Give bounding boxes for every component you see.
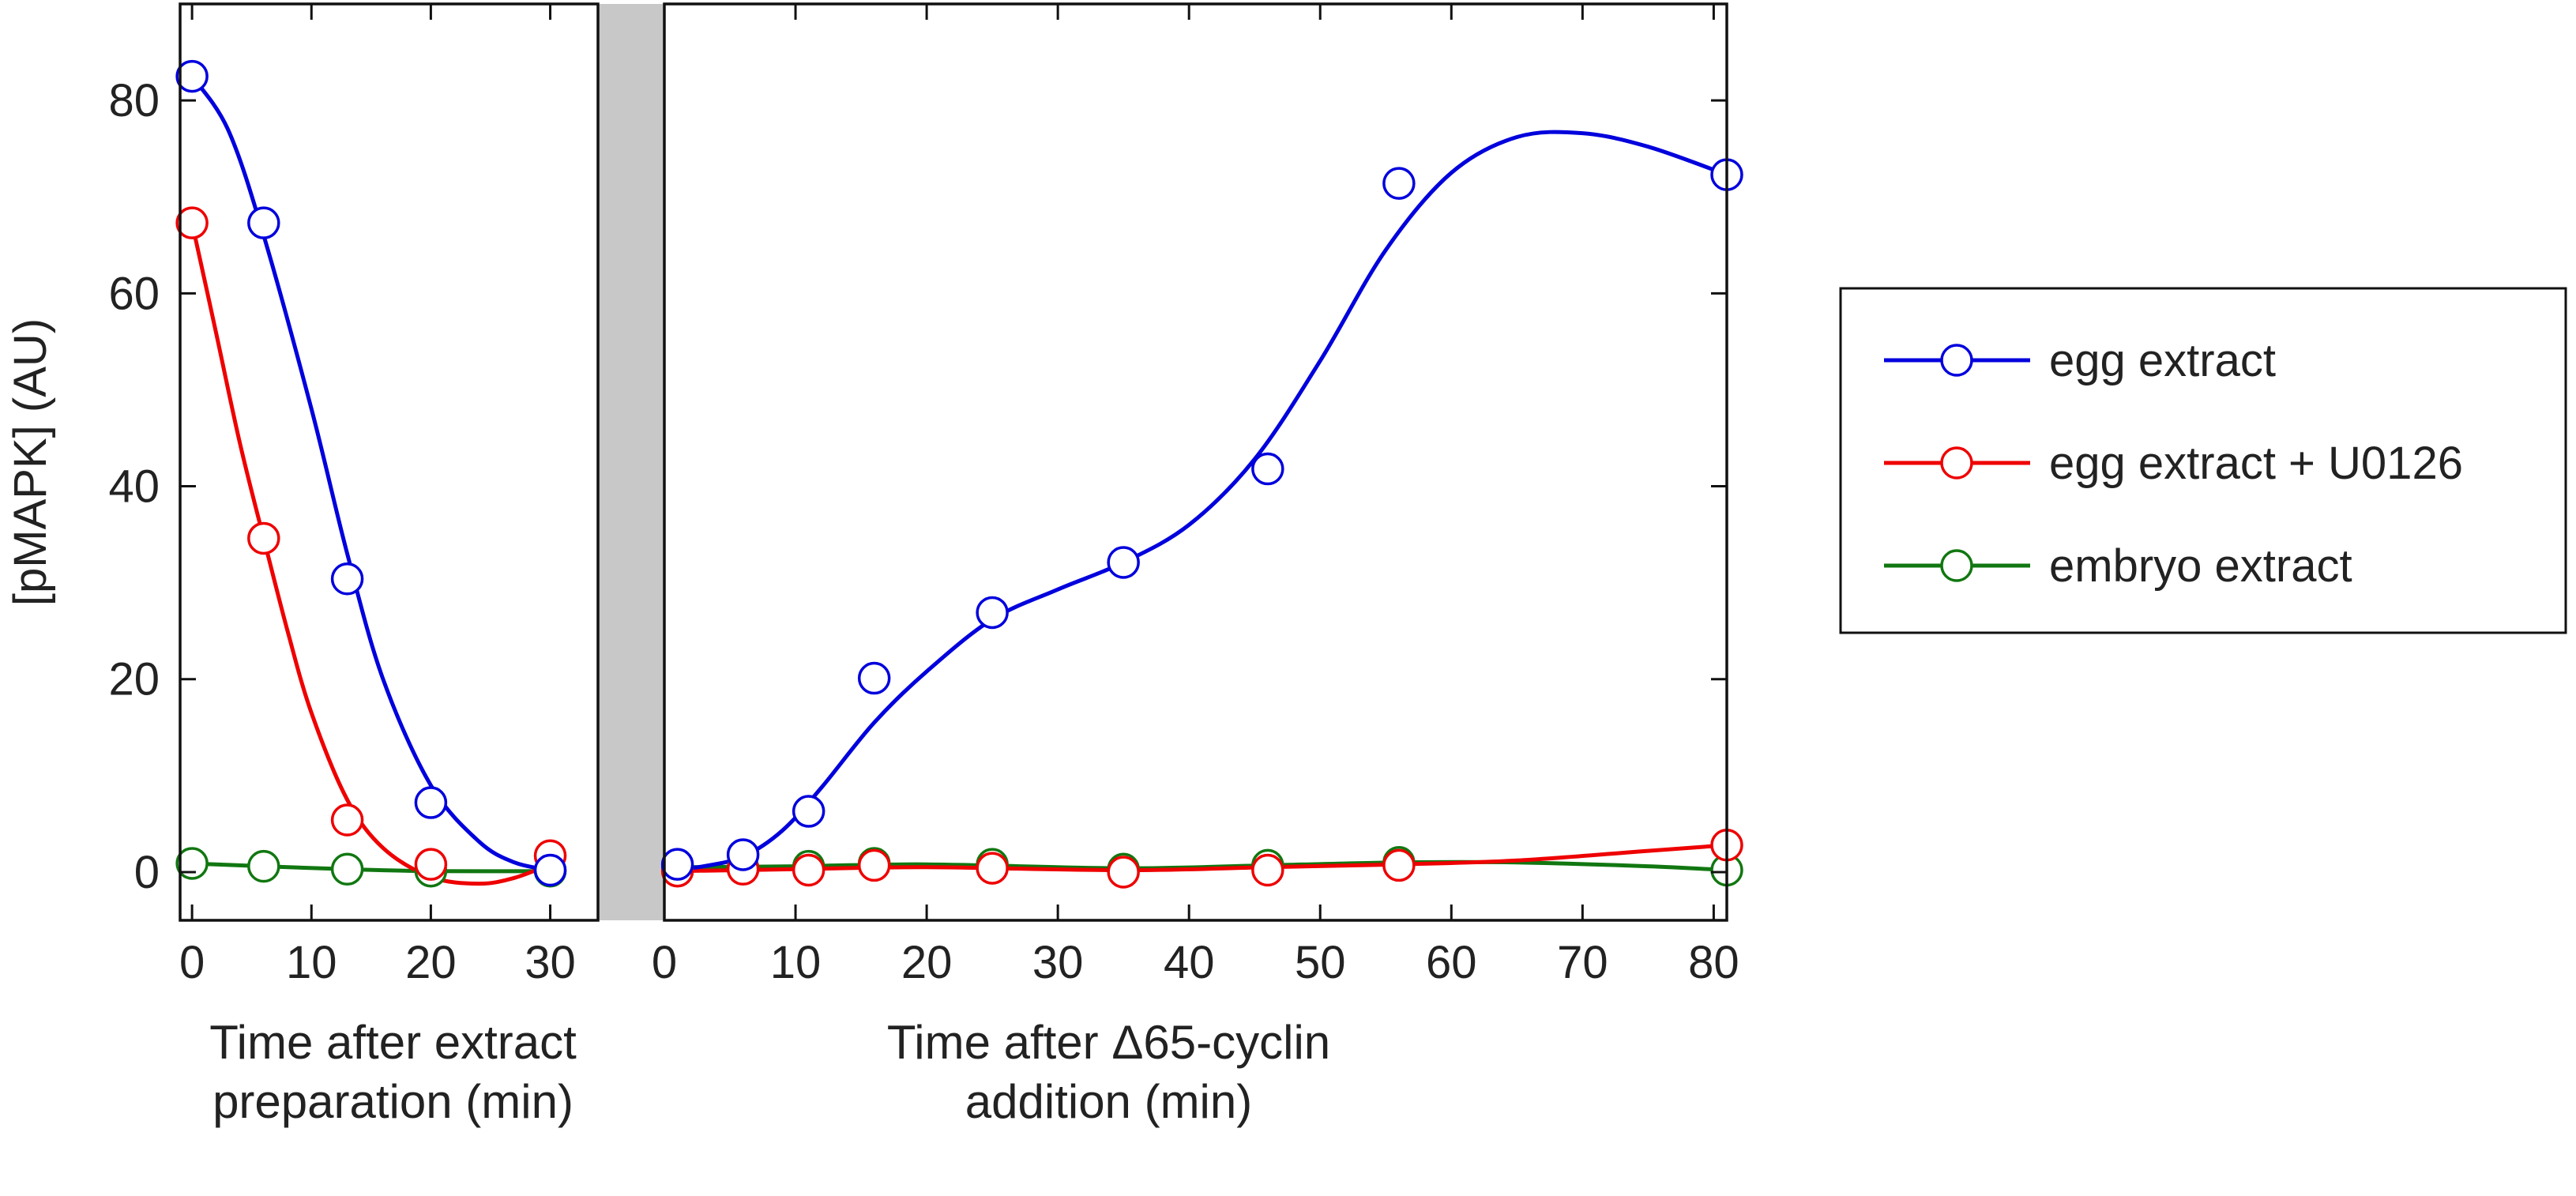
y-tick-label: 40 (108, 461, 160, 513)
legend-label-embryo-extract: embryo extract (2049, 540, 2352, 592)
data-point-egg-extract-u0126-left-2 (330, 803, 364, 837)
x-axis-label-left-line-1: Time after extract (209, 1016, 577, 1069)
data-point-egg-extract-u0126-right-6 (1251, 853, 1284, 887)
legend-marker-egg-extract-u0126 (1940, 446, 1973, 480)
legend-marker-egg-extract (1940, 344, 1973, 377)
x-axis-label-left-line-2: preparation (min) (212, 1075, 573, 1128)
x-tick-label-left: 10 (286, 937, 337, 988)
data-point-egg-extract-u0126-right-3 (857, 848, 891, 882)
data-point-egg-extract-right-4 (976, 596, 1009, 630)
fit-line-egg-extract-u0126-right (677, 843, 1727, 874)
data-point-egg-extract-right-7 (1382, 167, 1416, 200)
x-tick-label-right: 0 (652, 937, 677, 988)
plot-frame-right (663, 2, 1728, 922)
y-tick-label: 0 (134, 847, 160, 898)
data-point-egg-extract-left-2 (330, 562, 364, 596)
x-axis-label-right-line-1: Time after Δ65-cyclin (887, 1016, 1330, 1069)
data-point-egg-extract-u0126-right-7 (1382, 848, 1416, 882)
fit-line-embryo-extract-left (192, 861, 551, 874)
data-point-egg-extract-left-3 (414, 786, 448, 819)
data-point-egg-extract-u0126-left-3 (414, 848, 448, 881)
fit-line-egg-extract-left (190, 75, 551, 872)
x-tick-label-right: 20 (901, 937, 953, 988)
data-point-egg-extract-right-5 (1107, 546, 1140, 579)
data-point-egg-extract-right-1 (726, 838, 760, 871)
data-point-egg-extract-right-3 (857, 661, 891, 695)
x-tick-label-left: 0 (179, 937, 205, 988)
x-tick-label-right: 50 (1295, 937, 1346, 988)
data-point-egg-extract-left-0 (175, 59, 209, 93)
x-tick-label-right: 60 (1426, 937, 1477, 988)
data-point-embryo-extract-left-0 (175, 847, 209, 880)
x-tick-label-left: 20 (405, 937, 457, 988)
x-tick-label-right: 70 (1557, 937, 1608, 988)
x-tick-label-right: 10 (770, 937, 822, 988)
legend: egg extract egg extract + U0126 embryo ext… (1839, 287, 2567, 634)
fit-line-egg-extract-u0126-left (190, 222, 551, 886)
data-point-embryo-extract-left-1 (247, 849, 280, 883)
data-point-egg-extract-u0126-right-4 (976, 852, 1009, 885)
data-point-egg-extract-right-2 (792, 795, 825, 828)
data-point-egg-extract-right-0 (660, 848, 694, 881)
y-tick-label: 80 (108, 75, 160, 126)
data-point-egg-extract-u0126-left-0 (175, 206, 209, 239)
y-tick-label: 60 (108, 268, 160, 319)
fit-line-egg-extract-right (677, 130, 1727, 871)
y-axis-label: [pMAPK] (AU) (5, 318, 56, 606)
gap-band (598, 4, 664, 920)
data-point-egg-extract-u0126-left-1 (247, 521, 280, 555)
data-point-egg-extract-u0126-right-2 (792, 853, 825, 887)
plot-frame-left (179, 2, 600, 922)
x-tick-label-right: 30 (1032, 937, 1084, 988)
legend-marker-embryo-extract (1940, 549, 1973, 582)
x-tick-label-right: 40 (1164, 937, 1215, 988)
x-axis-label-right-line-2: addition (min) (965, 1075, 1253, 1128)
x-tick-label-right: 80 (1688, 937, 1739, 988)
data-point-egg-extract-left-1 (247, 206, 280, 239)
y-tick-label: 20 (108, 654, 160, 705)
x-tick-label-left: 30 (525, 937, 576, 988)
data-point-egg-extract-u0126-right-5 (1107, 856, 1140, 889)
legend-label-egg-extract: egg extract (2049, 335, 2276, 386)
data-point-egg-extract-right-6 (1251, 452, 1284, 486)
data-point-embryo-extract-left-2 (330, 852, 364, 886)
data-point-egg-extract-left-4 (533, 853, 567, 887)
legend-label-egg-extract-u0126: egg extract + U0126 (2049, 438, 2463, 489)
